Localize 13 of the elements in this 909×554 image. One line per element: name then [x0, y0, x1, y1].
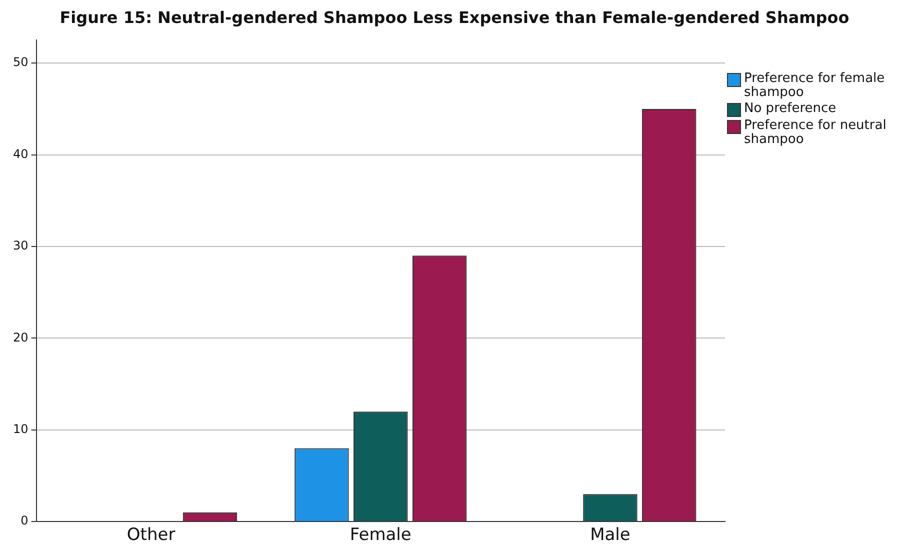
- chart-title: Figure 15: Neutral-gendered Shampoo Less Expensive than Female-gendered Shampoo: [58, 8, 850, 27]
- x-tick-label: Female: [350, 525, 412, 546]
- y-tick-label: 30: [12, 238, 28, 253]
- legend-label: Preference for neutral shampoo: [744, 118, 888, 147]
- x-tick-label: Other: [126, 525, 176, 546]
- y-tick-label: 50: [12, 55, 28, 70]
- legend-label: Preference for female shampoo: [744, 71, 886, 100]
- y-tick-label: 40: [12, 146, 28, 161]
- x-tick-label: Male: [590, 525, 630, 546]
- y-tick-label: 20: [12, 330, 28, 344]
- y-tick-label: 10: [12, 422, 28, 436]
- y-tick-label: 0: [20, 514, 28, 528]
- legend-label: No preference: [744, 101, 836, 116]
